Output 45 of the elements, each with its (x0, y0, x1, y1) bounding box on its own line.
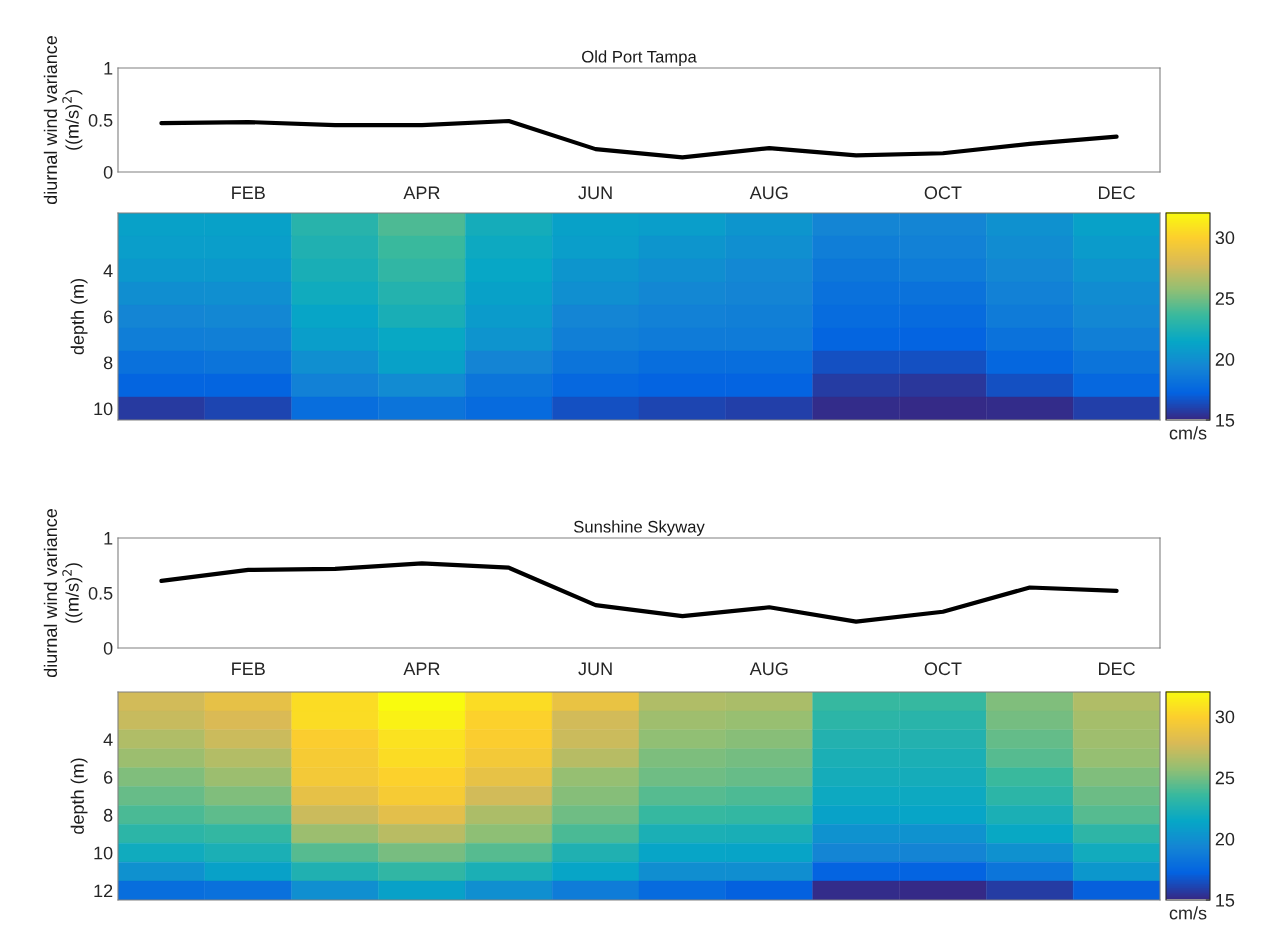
y-tick-label: 1 (104, 532, 113, 545)
color-bar-title: cm/s (1169, 906, 1207, 920)
y-tick-label: 6 (104, 310, 113, 324)
line-series (159, 118, 1119, 160)
color-bar-title: cm/s (1169, 426, 1207, 440)
color-bar-label: 30 (1215, 710, 1235, 724)
y-axis-title: depth (m) (70, 278, 88, 355)
x-tick-label: OCT (924, 662, 962, 676)
color-bar-label: 20 (1215, 832, 1235, 846)
color-bar-label: 25 (1215, 292, 1235, 305)
x-tick-label: FEB (232, 662, 265, 675)
x-tick-label: DEC (1099, 186, 1135, 200)
y-tick-label: 10 (94, 846, 113, 860)
line-series (159, 561, 1119, 624)
y-tick-label: 0.5 (88, 586, 113, 600)
y-tick-label: 4 (103, 264, 113, 278)
x-tick-label: APR (403, 186, 440, 199)
chart-title: Sunshine Skyway (573, 520, 705, 536)
y-tick-label: 0 (103, 641, 113, 655)
x-tick-label: JUN (578, 186, 612, 200)
x-tick-label: DEC (1099, 662, 1135, 676)
color-bar-label: 30 (1215, 231, 1235, 245)
x-tick-label: AUG (749, 662, 788, 676)
color-bar-label: 15 (1216, 414, 1235, 427)
y-tick-label: 8 (103, 356, 113, 370)
x-tick-label: FEB (232, 186, 265, 199)
y-axis-title: diurnal wind variance ((m/s)$^{2}$) (43, 35, 83, 205)
y-tick-label: 8 (103, 808, 113, 822)
y-tick-label: 10 (94, 402, 113, 416)
y-tick-label: 0 (103, 165, 113, 179)
color-bar-label: 20 (1215, 353, 1235, 366)
color-bar-label: 25 (1215, 771, 1235, 785)
y-tick-label: 1 (104, 62, 113, 75)
x-tick-label: APR (403, 662, 440, 675)
y-axis-title: diurnal wind variance ((m/s)$^{2}$) (43, 508, 83, 678)
x-tick-label: JUN (578, 662, 612, 676)
x-tick-label: OCT (924, 186, 962, 200)
y-tick-label: 6 (104, 771, 113, 784)
y-tick-label: 0.5 (88, 113, 113, 127)
x-tick-label: AUG (749, 186, 788, 200)
y-tick-label: 12 (94, 884, 113, 898)
y-axis-title: depth (m) (70, 758, 88, 834)
color-bar-label: 15 (1216, 894, 1235, 907)
y-tick-label: 4 (103, 733, 113, 746)
chart-title: Old Port Tampa (582, 50, 697, 66)
